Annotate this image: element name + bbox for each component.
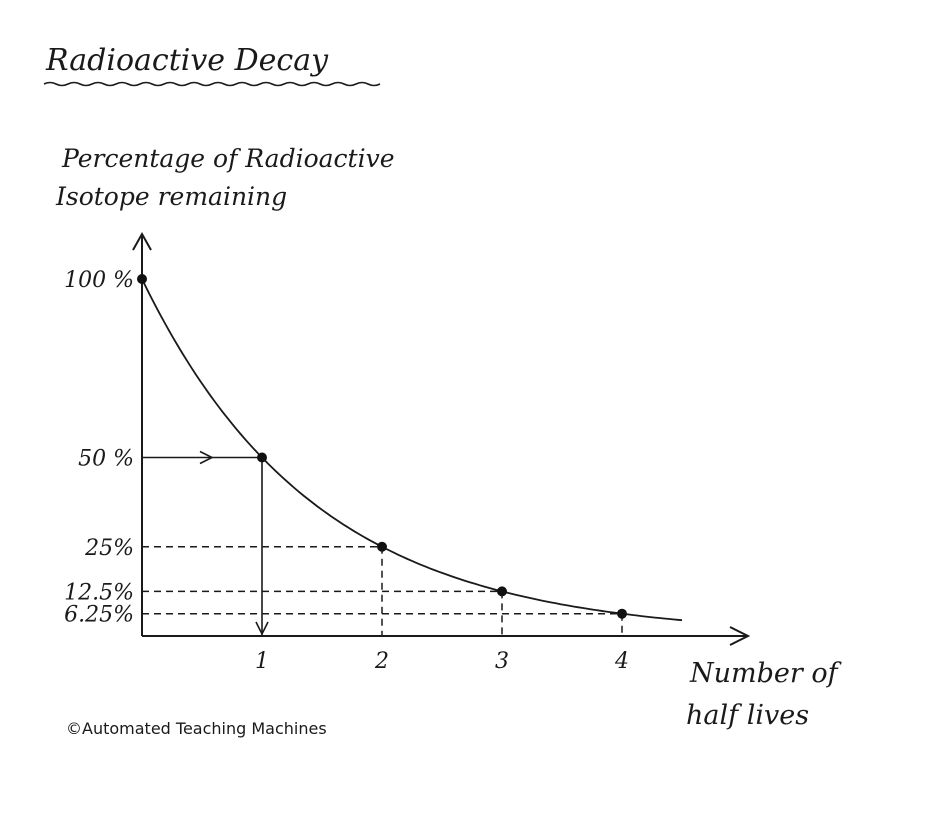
- x-axis-arrowhead: [729, 626, 751, 646]
- y-tick-label: 100 %: [64, 268, 134, 293]
- data-points: [137, 274, 627, 619]
- x-tick-label: 1: [255, 649, 269, 674]
- credit-text: ©Automated Teaching Machines: [66, 719, 327, 738]
- data-point-4: [617, 608, 627, 619]
- y-axis-label-line-1: Percentage of Radioactive: [61, 144, 395, 173]
- data-point-2: [377, 541, 387, 552]
- title-underline: [43, 81, 381, 87]
- data-point-1: [257, 452, 267, 463]
- y-tick-label: 50 %: [78, 447, 134, 472]
- y-axis-label-line-2: Isotope remaining: [55, 182, 287, 211]
- x-tick-label: 4: [614, 649, 629, 674]
- x-axis-label-line-2: half lives: [686, 700, 809, 731]
- x-tick-label: 3: [495, 649, 509, 674]
- axes: [132, 231, 751, 646]
- data-point-3: [497, 586, 507, 597]
- data-point-0: [137, 274, 147, 284]
- x-axis-label-line-1: Number of: [689, 658, 842, 689]
- x-tick-labels: 1 2 3 4: [255, 649, 629, 674]
- guide-arrowhead-right: [199, 450, 214, 465]
- chart-title: Radioactive Decay: [45, 43, 329, 78]
- y-axis-arrowhead: [132, 231, 152, 251]
- y-tick-label: 6.25%: [64, 603, 134, 628]
- y-tick-label: 12.5%: [64, 580, 134, 605]
- credit: ©Automated Teaching Machines: [66, 719, 327, 738]
- guide-lines: [142, 450, 623, 636]
- y-tick-labels: 100 % 50 % 25% 12.5%6.25%: [64, 268, 134, 628]
- guide-arrowhead-down: [255, 621, 269, 636]
- y-tick-label: 25%: [84, 536, 134, 561]
- decay-curve: [141, 278, 683, 622]
- x-tick-label: 2: [374, 649, 389, 674]
